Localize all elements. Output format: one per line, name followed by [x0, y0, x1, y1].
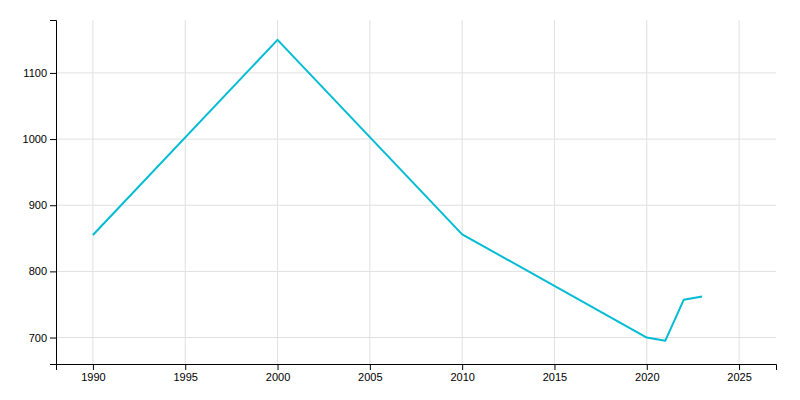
tick-mark — [50, 73, 56, 74]
tick-mark — [462, 364, 463, 370]
y-axis: 700 800 900 1000 1100 — [23, 21, 57, 365]
tick: 2025 — [727, 364, 751, 383]
grid-line — [56, 139, 776, 140]
plot-area — [93, 40, 702, 341]
tick: 700 — [29, 332, 56, 344]
grid-line — [56, 72, 776, 73]
grid-line — [646, 20, 647, 364]
tick-label: 2015 — [543, 371, 567, 383]
tick-label: 900 — [29, 199, 47, 211]
axis-line — [50, 21, 57, 365]
grid-line — [462, 20, 463, 364]
tick-mark — [739, 364, 740, 370]
tick-mark — [370, 364, 371, 370]
tick-label: 2000 — [266, 371, 290, 383]
tick-mark — [50, 139, 56, 140]
tick-label: 1000 — [23, 133, 47, 145]
tick-mark — [93, 364, 94, 370]
tick-label: 700 — [29, 332, 47, 344]
tick-label: 1995 — [173, 371, 197, 383]
tick-mark — [554, 364, 555, 370]
tick: 2010 — [450, 364, 474, 383]
tick: 900 — [29, 199, 56, 211]
tick-label: 800 — [29, 265, 47, 277]
tick: 1990 — [81, 364, 105, 383]
chart: 1990 1995 2000 2005 2010 2015 2020 2025 700 800 90… — [0, 0, 800, 400]
grid-line — [369, 20, 370, 364]
tick: 1995 — [173, 364, 197, 383]
tick-label: 2025 — [727, 371, 751, 383]
tick-mark — [185, 364, 186, 370]
tick: 2015 — [543, 364, 567, 383]
tick: 1100 — [23, 67, 56, 79]
grid-line — [56, 205, 776, 206]
tick-label: 1100 — [23, 67, 47, 79]
tick-label: 1990 — [81, 371, 105, 383]
tick: 1000 — [23, 133, 56, 145]
tick: 2020 — [635, 364, 659, 383]
grid-line — [92, 20, 93, 364]
grid-line — [739, 20, 740, 364]
grid-line — [185, 20, 186, 364]
grid-line — [56, 271, 776, 272]
axis-line — [57, 365, 777, 371]
tick: 800 — [29, 265, 56, 277]
x-axis: 1990 1995 2000 2005 2010 2015 2020 2025 — [57, 364, 777, 383]
tick-mark — [50, 271, 56, 272]
tick-label: 2010 — [450, 371, 474, 383]
tick-mark — [50, 338, 56, 339]
tick: 2005 — [358, 364, 382, 383]
tick-mark — [647, 364, 648, 370]
tick-mark — [278, 364, 279, 370]
grid-line — [554, 20, 555, 364]
line — [93, 40, 702, 341]
grid-line — [277, 20, 278, 364]
grid — [56, 20, 776, 364]
tick-mark — [50, 205, 56, 206]
grid-line — [56, 337, 776, 338]
tick-label: 2005 — [358, 371, 382, 383]
tick: 2000 — [266, 364, 290, 383]
tick-label: 2020 — [635, 371, 659, 383]
